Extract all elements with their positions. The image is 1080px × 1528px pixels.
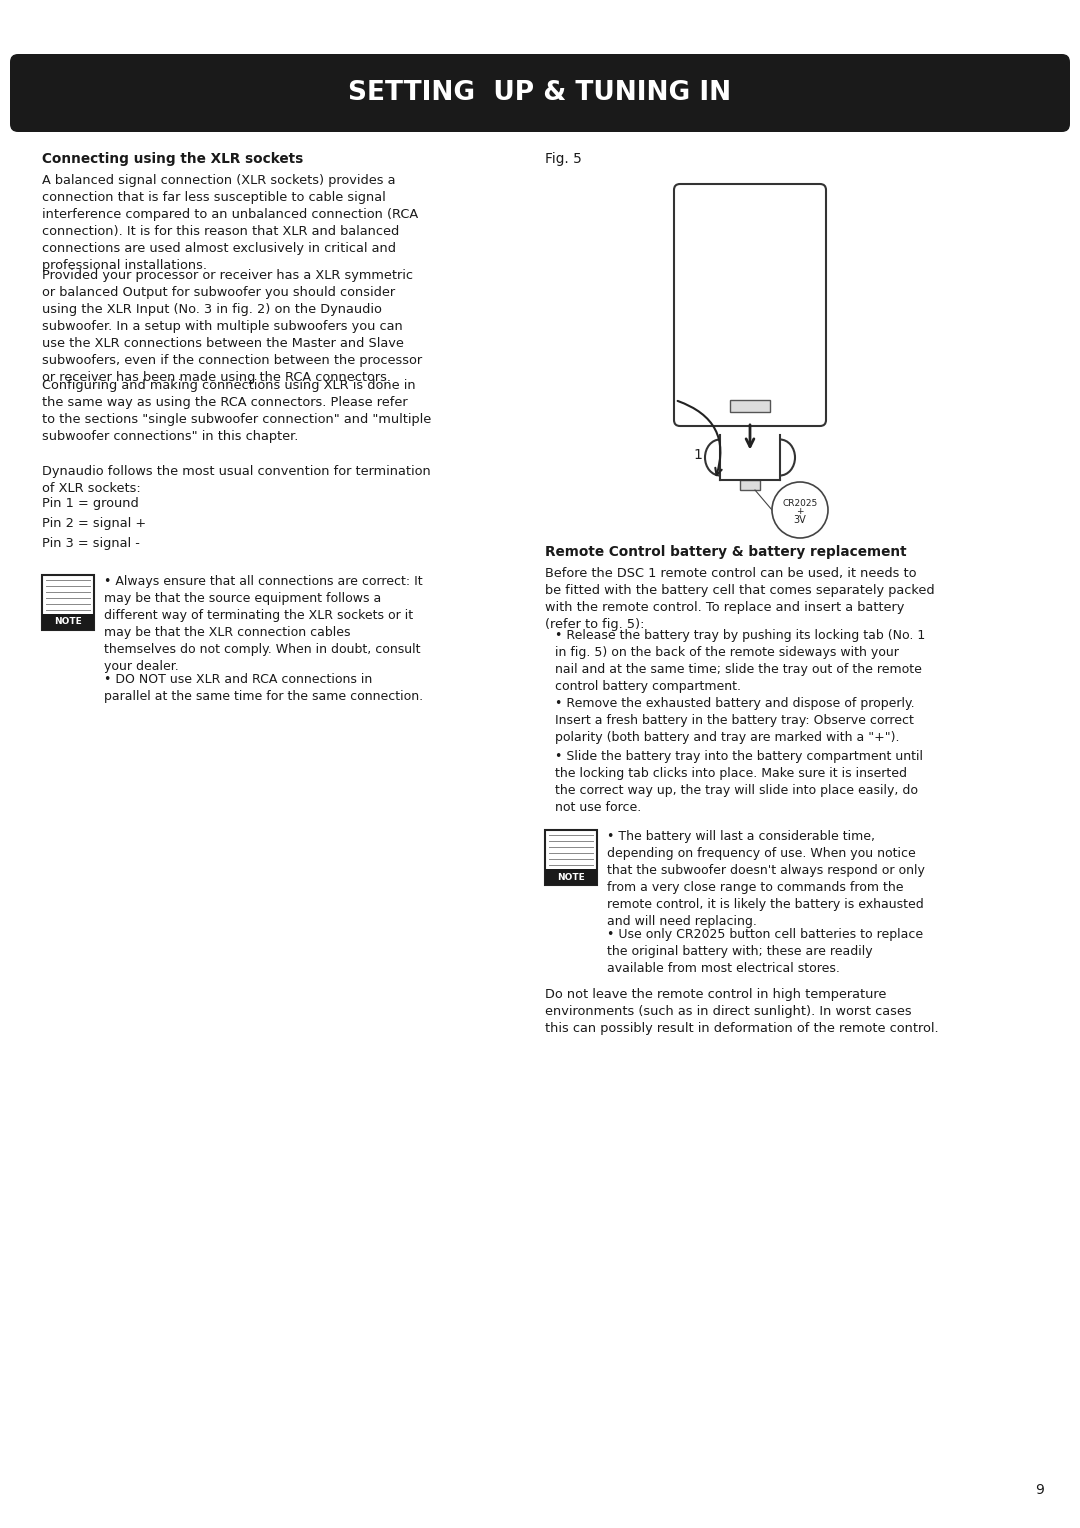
Text: • Use only CR2025 button cell batteries to replace
the original battery with; th: • Use only CR2025 button cell batteries … — [607, 927, 923, 975]
Bar — [545, 869, 597, 885]
Text: • Always ensure that all connections are correct: It
may be that the source equi: • Always ensure that all connections are… — [104, 575, 422, 672]
FancyBboxPatch shape — [10, 53, 1070, 131]
Text: Pin 2 = signal +: Pin 2 = signal + — [42, 516, 146, 530]
Bar — [730, 400, 770, 413]
Text: Provided your processor or receiver has a XLR symmetric
or balanced Output for s: Provided your processor or receiver has … — [42, 269, 422, 384]
Text: Connecting using the XLR sockets: Connecting using the XLR sockets — [42, 151, 303, 167]
Text: Pin 3 = signal -: Pin 3 = signal - — [42, 536, 140, 550]
Text: NOTE: NOTE — [557, 872, 585, 882]
Text: Do not leave the remote control in high temperature
environments (such as in dir: Do not leave the remote control in high … — [545, 989, 939, 1034]
Text: • Remove the exhausted battery and dispose of properly.
Insert a fresh battery i: • Remove the exhausted battery and dispo… — [555, 697, 915, 744]
Text: • Slide the battery tray into the battery compartment until
the locking tab clic: • Slide the battery tray into the batter… — [555, 750, 923, 814]
Text: 1: 1 — [693, 448, 702, 461]
Text: Pin 1 = ground: Pin 1 = ground — [42, 497, 138, 510]
Circle shape — [772, 481, 828, 538]
Bar — [42, 614, 94, 630]
Text: A balanced signal connection (XLR sockets) provides a
connection that is far les: A balanced signal connection (XLR socket… — [42, 174, 418, 272]
Text: +: + — [796, 507, 804, 516]
Text: 3V: 3V — [794, 515, 807, 526]
Text: 9: 9 — [1036, 1484, 1044, 1497]
Text: NOTE: NOTE — [54, 617, 82, 626]
Text: • DO NOT use XLR and RCA connections in
parallel at the same time for the same c: • DO NOT use XLR and RCA connections in … — [104, 672, 423, 703]
Text: SETTING  UP & TUNING IN: SETTING UP & TUNING IN — [349, 79, 731, 105]
Text: • The battery will last a considerable time,
depending on frequency of use. When: • The battery will last a considerable t… — [607, 830, 924, 927]
Text: CR2025: CR2025 — [782, 500, 818, 509]
Text: Dynaudio follows the most usual convention for termination
of XLR sockets:: Dynaudio follows the most usual conventi… — [42, 465, 431, 495]
Text: Fig. 5: Fig. 5 — [545, 151, 582, 167]
Text: Before the DSC 1 remote control can be used, it needs to
be fitted with the batt: Before the DSC 1 remote control can be u… — [545, 567, 934, 631]
Bar — [545, 830, 597, 885]
Text: Remote Control battery & battery replacement: Remote Control battery & battery replace… — [545, 545, 906, 559]
FancyBboxPatch shape — [674, 183, 826, 426]
Bar — [740, 480, 760, 490]
Bar — [42, 575, 94, 630]
Text: Configuring and making connections using XLR is done in
the same way as using th: Configuring and making connections using… — [42, 379, 431, 443]
Text: • Release the battery tray by pushing its locking tab (No. 1
in fig. 5) on the b: • Release the battery tray by pushing it… — [555, 630, 926, 694]
